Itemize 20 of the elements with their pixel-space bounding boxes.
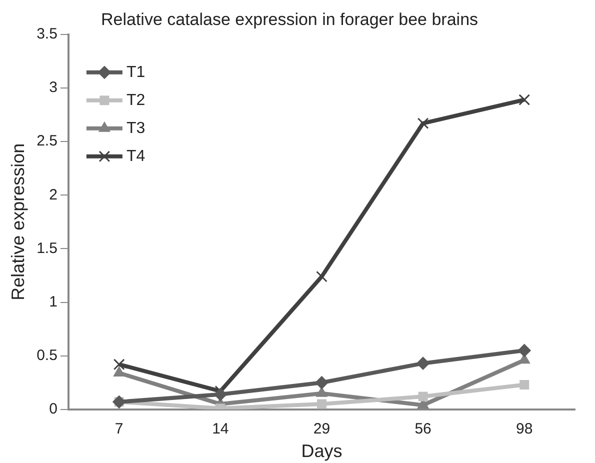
y-tick-label: 1.5 bbox=[36, 240, 58, 257]
y-tick-label: 1 bbox=[49, 293, 58, 310]
y-tick-label: 0.5 bbox=[36, 346, 58, 364]
legend-label: T2 bbox=[126, 92, 146, 109]
y-tick-label: 2.5 bbox=[36, 132, 58, 150]
x-axis-title: Days bbox=[301, 441, 342, 462]
legend-label: T4 bbox=[126, 148, 146, 165]
x-tick-label: 14 bbox=[212, 420, 229, 438]
y-tick-label: 0 bbox=[49, 400, 58, 418]
x-tick-label: 98 bbox=[516, 420, 533, 438]
x-tick-label: 56 bbox=[414, 420, 432, 438]
legend-label: T3 bbox=[126, 120, 146, 137]
x-tick-label: 7 bbox=[114, 420, 124, 438]
chart-title: Relative catalase expression in forager bee brains bbox=[100, 10, 478, 29]
y-tick-label: 3 bbox=[49, 79, 58, 96]
y-tick-label: 3.5 bbox=[36, 26, 58, 43]
x-tick-label: 29 bbox=[313, 420, 330, 438]
y-axis-title: Relative expression bbox=[8, 143, 28, 300]
y-tick-label: 2 bbox=[49, 186, 58, 204]
legend-label: T1 bbox=[126, 64, 146, 81]
